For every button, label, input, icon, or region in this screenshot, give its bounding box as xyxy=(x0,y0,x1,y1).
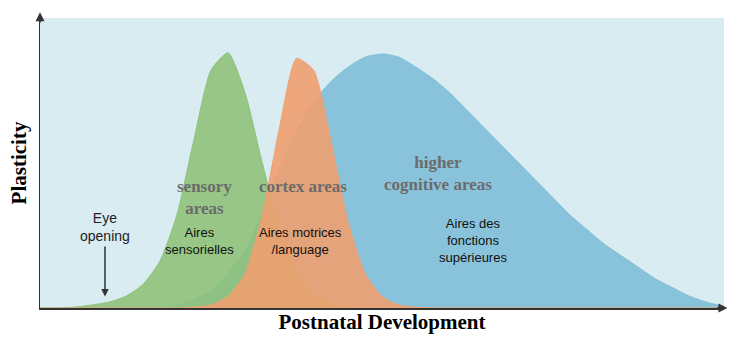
svg-text:Airessensorielles: Airessensorielles xyxy=(165,225,234,257)
svg-text:sensoryareas: sensoryareas xyxy=(177,177,232,218)
svg-text:Plasticity: Plasticity xyxy=(7,121,31,204)
svg-text:highercognitive areas: highercognitive areas xyxy=(384,153,492,194)
svg-text:Aires motrices/language: Aires motrices/language xyxy=(259,225,342,257)
svg-text:cortex areas: cortex areas xyxy=(259,177,347,196)
svg-text:Eyeopening: Eyeopening xyxy=(80,210,130,244)
svg-text:Postnatal Development: Postnatal Development xyxy=(278,310,485,334)
svg-text:Aires desfonctionssupérieures: Aires desfonctionssupérieures xyxy=(439,216,507,265)
